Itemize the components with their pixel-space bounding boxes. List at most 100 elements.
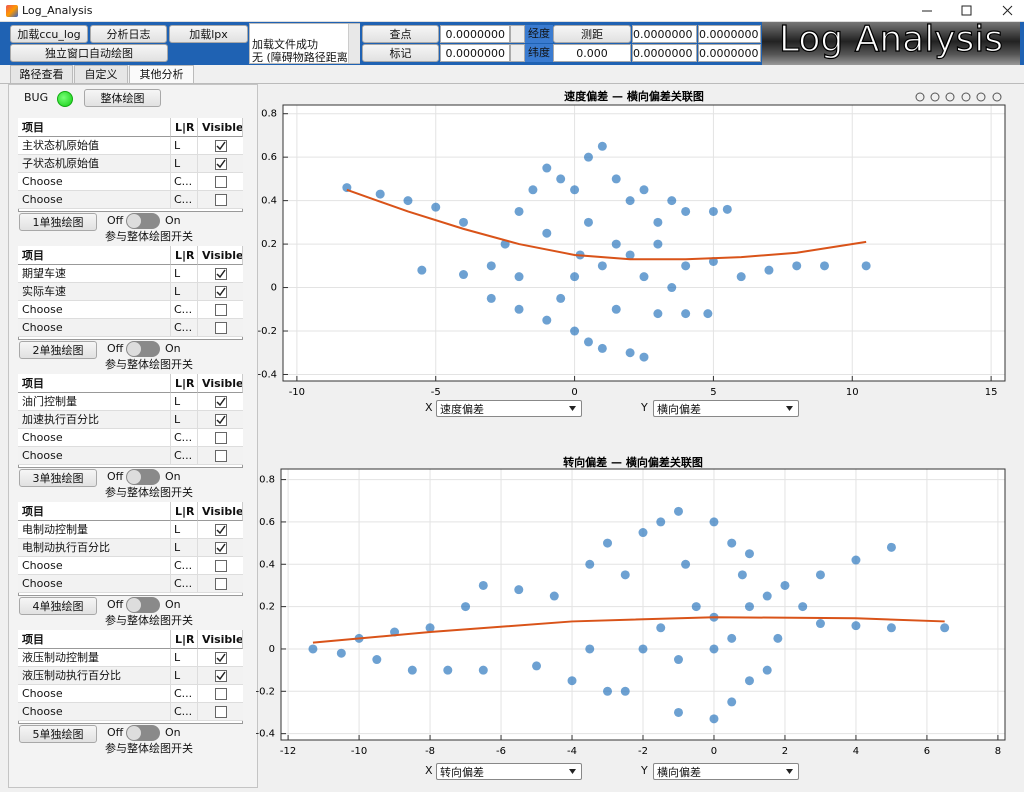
- button[interactable]: 5单独绘图: [19, 725, 97, 743]
- data-point: [681, 309, 691, 319]
- checkbox[interactable]: [215, 268, 227, 280]
- dropdown[interactable]: 横向偏差: [653, 400, 799, 417]
- button[interactable]: 标记: [362, 44, 439, 62]
- table-cell: C...: [171, 191, 198, 209]
- selector-label: Y: [641, 401, 648, 414]
- toolbar-icon: [992, 92, 1002, 102]
- table-header: 项目: [18, 374, 171, 393]
- table-row: [18, 283, 243, 301]
- checkbox[interactable]: [215, 560, 227, 572]
- button[interactable]: 整体绘图: [84, 89, 161, 107]
- tab[interactable]: 其他分析: [129, 65, 194, 83]
- tab-line: [0, 83, 1024, 84]
- data-point: [762, 665, 772, 675]
- switch-label: On: [165, 470, 181, 483]
- button[interactable]: 独立窗口自动绘图: [10, 44, 168, 62]
- x-tick-label: 0: [571, 387, 577, 398]
- checkbox[interactable]: [215, 688, 227, 700]
- y-tick-label: 0.2: [259, 602, 275, 613]
- table-cell: 实际车速: [18, 283, 171, 301]
- data-point: [514, 585, 524, 595]
- data-point: [861, 261, 871, 271]
- x-tick-label: -2: [638, 746, 648, 757]
- button[interactable]: 测距: [553, 25, 631, 43]
- tab[interactable]: 路径查看: [10, 65, 73, 83]
- button[interactable]: 4单独绘图: [19, 597, 97, 615]
- data-point: [443, 665, 453, 675]
- table-cell: 主状态机原始值: [18, 137, 171, 155]
- table-row: [18, 575, 243, 593]
- button[interactable]: 加载ccu_log: [10, 25, 88, 43]
- status-line: 无 (障碍物路径距离: [252, 51, 347, 64]
- y-tick-label: 0.8: [261, 109, 277, 120]
- button[interactable]: 加载lpx: [169, 25, 248, 43]
- table-cell: 电制动控制量: [18, 521, 171, 539]
- button[interactable]: 查点: [362, 25, 439, 43]
- checkbox[interactable]: [215, 286, 227, 298]
- table-cell: 期望车速: [18, 265, 171, 283]
- table-header: 项目: [18, 502, 171, 521]
- dropdown[interactable]: 横向偏差: [653, 763, 799, 780]
- table-cell: L: [171, 265, 198, 283]
- data-point: [407, 665, 417, 675]
- data-point: [815, 570, 825, 580]
- x-tick-label: -5: [431, 387, 441, 398]
- button[interactable]: 2单独绘图: [19, 341, 97, 359]
- button[interactable]: 分析日志: [90, 25, 167, 43]
- x-tick-label: 6: [924, 746, 930, 757]
- data-point: [342, 183, 352, 193]
- data-point: [773, 633, 783, 643]
- data-point: [656, 623, 666, 633]
- checkbox[interactable]: [215, 194, 227, 206]
- data-point: [703, 309, 713, 319]
- data-point: [556, 293, 566, 303]
- checkbox[interactable]: [215, 322, 227, 334]
- table-header: L|R: [171, 118, 198, 137]
- toolbar-icon: [915, 92, 925, 102]
- table-cell: 液压制动执行百分比: [18, 667, 171, 685]
- checkbox[interactable]: [215, 304, 227, 316]
- caption: 参与整体绘图开关: [105, 358, 193, 371]
- fit-line: [346, 188, 867, 261]
- data-point: [639, 352, 649, 362]
- table-header: L|R: [171, 246, 198, 265]
- checkbox[interactable]: [215, 396, 227, 408]
- tab[interactable]: 自定义: [74, 65, 128, 83]
- checkbox[interactable]: [215, 670, 227, 682]
- dropdown[interactable]: 速度偏差: [436, 400, 582, 417]
- checkbox[interactable]: [215, 578, 227, 590]
- data-point: [542, 228, 552, 238]
- checkbox[interactable]: [215, 524, 227, 536]
- data-point: [570, 185, 580, 195]
- checkbox[interactable]: [215, 542, 227, 554]
- data-point: [667, 196, 677, 206]
- data-point: [886, 623, 896, 633]
- checkbox[interactable]: [215, 158, 227, 170]
- dropdown[interactable]: 转向偏差: [436, 763, 582, 780]
- table-cell: C...: [171, 575, 198, 593]
- table-row: [18, 429, 243, 447]
- checkbox[interactable]: [215, 176, 227, 188]
- spinner[interactable]: [510, 44, 525, 62]
- table-row: [18, 265, 243, 283]
- y-tick-label: 0.6: [259, 517, 275, 528]
- checkbox[interactable]: [215, 652, 227, 664]
- switch-label: On: [165, 342, 181, 355]
- table-header: 项目: [18, 630, 171, 649]
- spinner[interactable]: [510, 25, 525, 43]
- button[interactable]: 1单独绘图: [19, 213, 97, 231]
- data-point: [727, 697, 737, 707]
- checkbox[interactable]: [215, 706, 227, 718]
- checkbox[interactable]: [215, 140, 227, 152]
- table-cell: Choose: [18, 301, 171, 319]
- switch-label: On: [165, 598, 181, 611]
- text-field: 0.0000000: [698, 44, 761, 62]
- checkbox[interactable]: [215, 450, 227, 462]
- button[interactable]: 3单独绘图: [19, 469, 97, 487]
- checkbox[interactable]: [215, 432, 227, 444]
- checkbox[interactable]: [215, 414, 227, 426]
- table-row: [18, 667, 243, 685]
- x-tick-label: 5: [710, 387, 716, 398]
- table-cell: L: [171, 521, 198, 539]
